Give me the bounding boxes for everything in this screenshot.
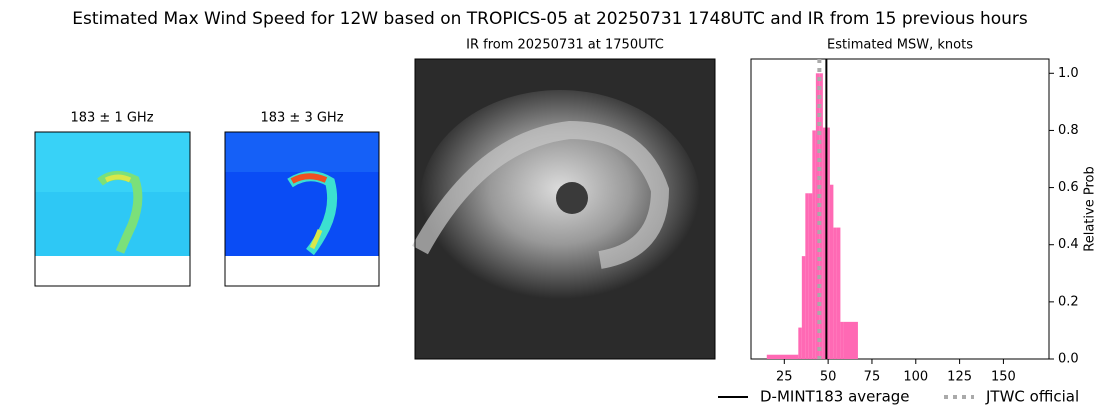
panel-title: IR from 20250731 at 1750UTC	[466, 38, 664, 53]
bar	[801, 256, 806, 359]
y-tick-label: 1.0	[1058, 66, 1079, 81]
bar	[766, 354, 799, 359]
y-tick-label: 0.4	[1058, 237, 1079, 252]
bar	[808, 193, 813, 359]
bar	[822, 127, 827, 359]
ir-image	[412, 58, 716, 360]
chart-title: Estimated MSW, knots	[827, 38, 973, 53]
y-tick-label: 0.8	[1058, 123, 1079, 138]
x-tick-label: 75	[864, 370, 881, 385]
bar	[819, 73, 823, 360]
y-tick-label: 0.6	[1058, 180, 1079, 195]
y-axis-label: Relative Prob	[1083, 166, 1098, 251]
figure-title: Estimated Max Wind Speed for 12W based o…	[72, 9, 1028, 29]
bar	[812, 130, 816, 359]
panel-title: 183 ± 1 GHz	[70, 111, 153, 126]
bar	[840, 321, 844, 359]
bar	[836, 227, 841, 359]
bar	[815, 73, 820, 360]
x-tick-label: 25	[776, 370, 793, 385]
microwave-image	[224, 131, 380, 287]
x-tick-label: 50	[820, 370, 837, 385]
bar	[826, 127, 830, 359]
bar	[805, 193, 809, 359]
x-tick-label: 125	[947, 370, 972, 385]
bar	[843, 321, 858, 359]
y-tick-label: 0.2	[1058, 294, 1079, 309]
x-tick-label: 150	[991, 370, 1016, 385]
bar	[833, 227, 837, 359]
y-tick-label: 0.0	[1058, 352, 1079, 367]
bar	[829, 184, 834, 359]
x-tick-label: 100	[903, 370, 928, 385]
legend-label: JTWC official	[985, 388, 1079, 406]
bar	[798, 327, 802, 359]
legend-label: D-MINT183 average	[760, 388, 910, 406]
panel-title: 183 ± 3 GHz	[260, 111, 343, 126]
microwave-image	[34, 131, 191, 287]
axes-frame	[750, 58, 1050, 360]
